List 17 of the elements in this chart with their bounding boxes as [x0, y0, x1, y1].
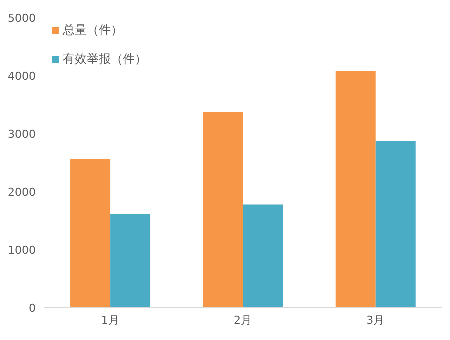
bar	[110, 214, 151, 308]
x-tick-label: 3月	[366, 314, 385, 327]
bar	[70, 160, 111, 308]
bar	[243, 204, 284, 308]
bar	[336, 71, 376, 308]
legend-label: 有效举报（件）	[63, 51, 147, 68]
y-tick-label: 0	[29, 302, 36, 315]
y-tick-label: 3000	[8, 128, 36, 141]
y-tick-label: 4000	[8, 70, 36, 83]
y-tick-label: 5000	[8, 12, 36, 25]
bar	[376, 142, 416, 308]
bar	[203, 112, 244, 308]
legend-label: 总量（件）	[63, 22, 123, 39]
x-tick-label: 1月	[101, 314, 120, 327]
y-tick-label: 2000	[8, 186, 36, 199]
y-tick-label: 1000	[8, 244, 36, 257]
x-tick-label: 2月	[234, 314, 252, 327]
